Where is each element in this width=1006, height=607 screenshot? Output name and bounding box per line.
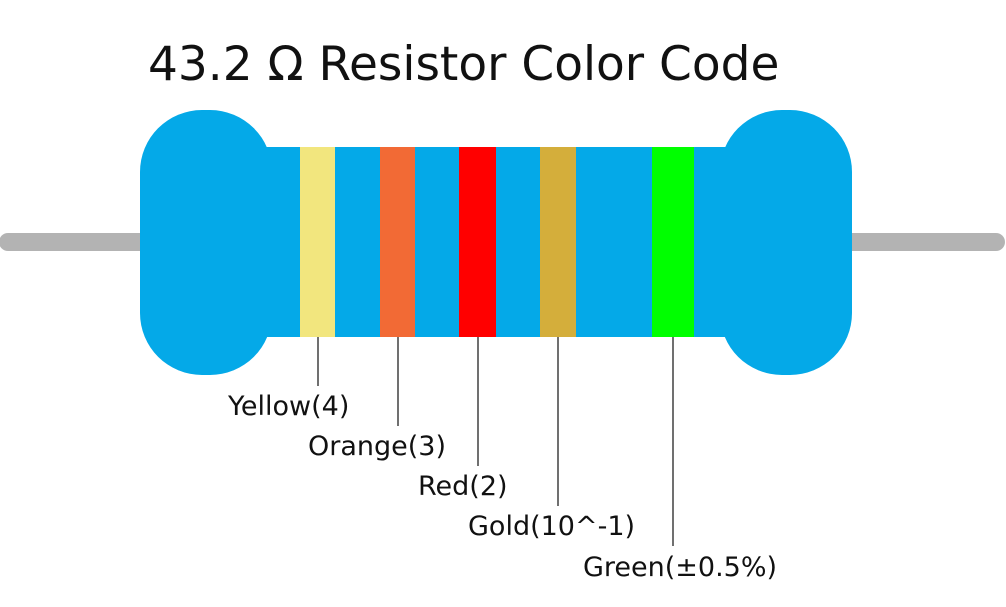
band-orange	[380, 147, 415, 337]
right-cap	[720, 110, 852, 375]
band-gold	[540, 147, 576, 337]
band-label: Orange(3)	[308, 431, 446, 462]
band-label: Yellow(4)	[227, 391, 349, 422]
band-red	[459, 147, 496, 337]
left-cap	[140, 110, 272, 375]
band-label: Green(±0.5%)	[583, 552, 777, 583]
band-green	[652, 147, 694, 337]
title: 43.2 Ω Resistor Color Code	[148, 37, 779, 92]
band-yellow	[300, 147, 335, 337]
band-label: Red(2)	[418, 471, 508, 502]
band-label: Gold(10^-1)	[468, 511, 635, 542]
